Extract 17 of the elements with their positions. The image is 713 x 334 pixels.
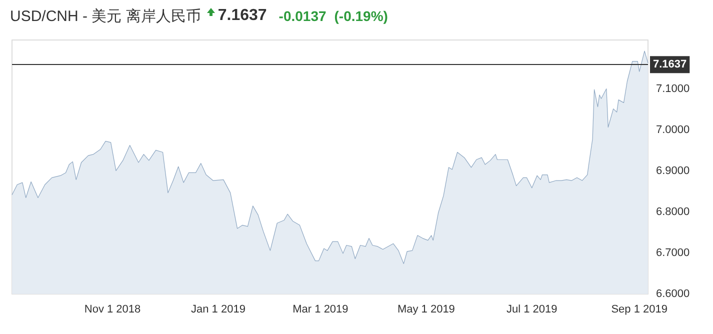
x-tick-label: May 1 2019	[397, 304, 455, 316]
chart-title: USD/CNH - 美元 离岸人民币	[10, 6, 201, 26]
x-tick-label: Nov 1 2018	[84, 304, 141, 316]
x-tick-label: Sep 1 2019	[611, 304, 668, 316]
text: -0.0137	[278, 8, 326, 24]
ref-line-label: 7.1637	[653, 58, 687, 71]
x-tick-label: Jan 1 2019	[191, 304, 246, 316]
x-tick-label: Mar 1 2019	[292, 304, 348, 316]
y-tick-label: 6.7000	[656, 247, 690, 260]
y-tick-label: 6.6000	[656, 288, 690, 300]
y-tick-label: 7.1000	[656, 83, 690, 96]
text: (-0.19%)	[334, 8, 388, 24]
text: 7.1637	[218, 7, 267, 25]
y-tick-label: 6.9000	[656, 165, 690, 178]
x-tick-label: Jul 1 2019	[506, 304, 558, 316]
y-tick-label: 7.0000	[656, 124, 690, 136]
y-tick-label: 6.8000	[656, 206, 690, 218]
